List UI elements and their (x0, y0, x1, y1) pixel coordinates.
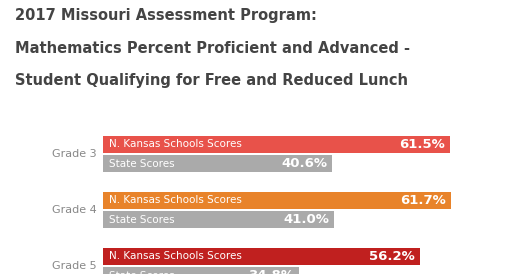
Text: Grade 3: Grade 3 (52, 149, 97, 159)
Text: Student Qualifying for Free and Reduced Lunch: Student Qualifying for Free and Reduced … (15, 73, 408, 88)
Text: 2017 Missouri Assessment Program:: 2017 Missouri Assessment Program: (15, 8, 317, 24)
Bar (103, 248, 420, 265)
Text: N. Kansas Schools Scores: N. Kansas Schools Scores (109, 139, 242, 150)
Bar (103, 155, 332, 172)
Text: Mathematics Percent Proficient and Advanced -: Mathematics Percent Proficient and Advan… (15, 41, 410, 56)
Text: 40.6%: 40.6% (281, 157, 327, 170)
Text: 61.7%: 61.7% (401, 194, 446, 207)
Text: Grade 4: Grade 4 (52, 205, 97, 215)
Text: N. Kansas Schools Scores: N. Kansas Schools Scores (109, 251, 242, 262)
Text: 41.0%: 41.0% (284, 213, 329, 226)
Text: 56.2%: 56.2% (369, 250, 415, 263)
Bar (103, 136, 449, 153)
Text: State Scores: State Scores (109, 270, 175, 280)
Text: 34.8%: 34.8% (248, 269, 294, 280)
Text: State Scores: State Scores (109, 158, 175, 169)
Text: N. Kansas Schools Scores: N. Kansas Schools Scores (109, 195, 242, 206)
Bar (103, 192, 451, 209)
Bar (103, 211, 334, 228)
Text: Grade 5: Grade 5 (52, 261, 97, 271)
Text: 61.5%: 61.5% (400, 138, 445, 151)
Text: State Scores: State Scores (109, 214, 175, 225)
Bar (103, 267, 299, 280)
